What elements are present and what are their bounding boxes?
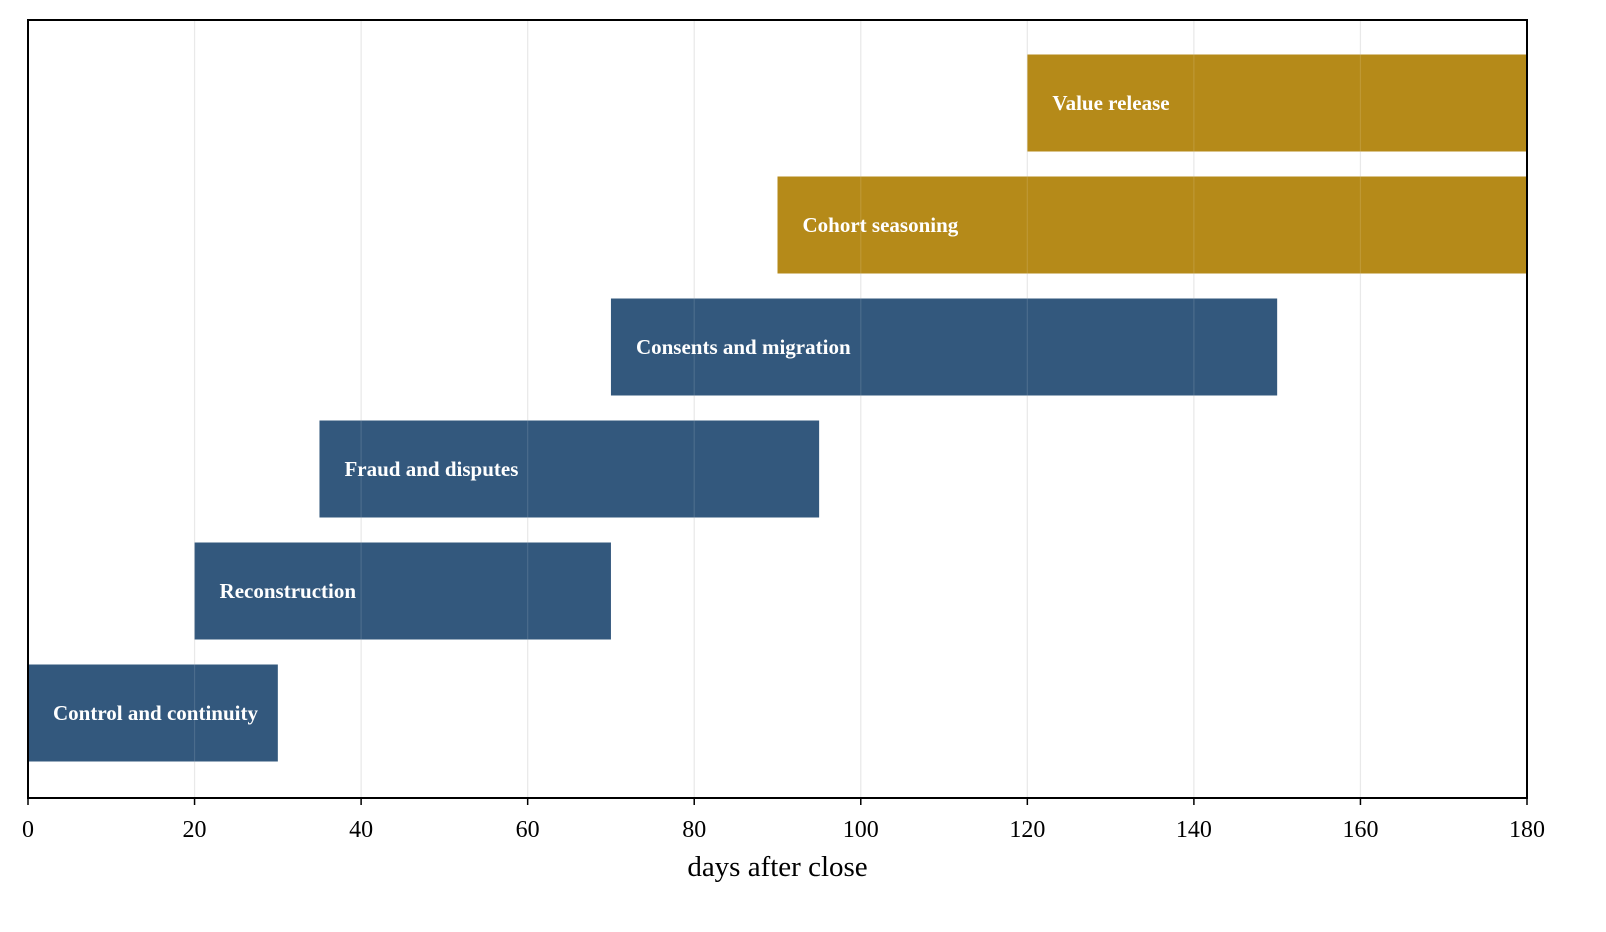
bar — [194, 542, 611, 640]
bar — [319, 420, 820, 518]
x-tick-label: 80 — [682, 817, 706, 843]
bar — [1027, 54, 1527, 152]
bar-label: Consents and migration — [636, 335, 851, 359]
bar — [28, 664, 278, 762]
bar-label: Control and continuity — [53, 701, 258, 725]
bar-label: Cohort seasoning — [803, 213, 959, 237]
x-tick-label: 40 — [349, 817, 373, 843]
x-tick-label: 160 — [1342, 817, 1378, 843]
plot-frame — [27, 19, 1528, 799]
x-tick-label: 60 — [516, 817, 540, 843]
x-tick-label: 120 — [1009, 817, 1045, 843]
bar-labels: Control and continuity Reconstruction Frau… — [53, 91, 1170, 725]
bar-label: Reconstruction — [220, 579, 357, 603]
bar-label: Value release — [1052, 91, 1169, 115]
x-tick-label: 0 — [22, 817, 34, 843]
bar — [610, 298, 1278, 396]
x-tick-label: 20 — [183, 817, 207, 843]
bar — [777, 176, 1527, 274]
bar-label: Fraud and disputes — [344, 457, 518, 481]
x-tick-label: 100 — [843, 817, 879, 843]
x-axis-label: days after close — [687, 851, 867, 883]
bars — [28, 20, 1527, 798]
x-axis-ticks: 0 20 40 60 80 100 120 140 160 180 — [22, 798, 1545, 843]
x-tick-label: 140 — [1176, 817, 1212, 843]
x-tick-label: 180 — [1509, 817, 1545, 843]
